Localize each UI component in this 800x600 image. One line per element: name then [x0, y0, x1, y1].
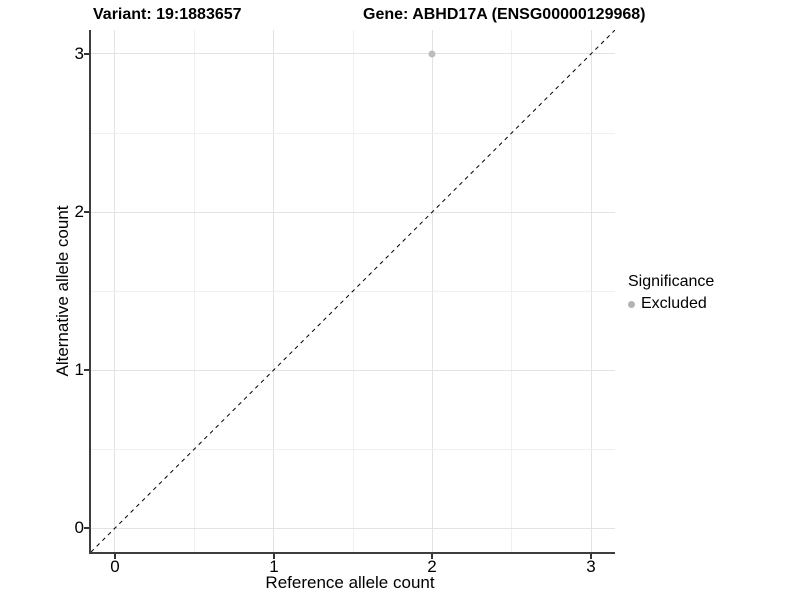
y-tick-3 [84, 53, 89, 55]
x-axis-title: Reference allele count [265, 573, 435, 592]
x-tick-3 [590, 554, 592, 559]
gridline-y-2_5 [91, 133, 615, 134]
data-point-excluded [428, 50, 436, 58]
gridline-y-0_5 [91, 449, 615, 450]
gridline-y-2 [91, 212, 615, 213]
x-tick-2 [431, 554, 433, 559]
legend-point-icon [628, 300, 635, 308]
y-tick-1 [84, 369, 89, 371]
x-tick-0 [114, 554, 116, 559]
y-tick-2 [84, 211, 89, 213]
plot-title-gene: Gene: ABHD17A (ENSG00000129968) [363, 6, 646, 23]
x-tick-1 [273, 554, 275, 559]
plot-panel [89, 30, 615, 554]
y-tick-0 [84, 527, 89, 529]
y-tick-label-0: 0 [74, 518, 84, 537]
y-tick-label-2: 2 [74, 202, 84, 221]
gridline-y-0 [91, 528, 615, 529]
legend-item-excluded: Excluded [628, 294, 714, 314]
gridline-y-1 [91, 370, 615, 371]
y-axis-title: Alternative allele count [53, 205, 72, 377]
y-tick-label-1: 1 [74, 360, 84, 379]
plot-title-variant: Variant: 19:1883657 [93, 6, 242, 23]
x-tick-label-0: 0 [110, 557, 120, 576]
gridline-y-3 [91, 53, 615, 54]
legend: Significance Excluded [628, 273, 714, 314]
y-tick-label-3: 3 [74, 44, 84, 63]
legend-title: Significance [628, 273, 715, 290]
x-tick-label-2: 2 [427, 557, 437, 576]
legend-item-label: Excluded [641, 295, 707, 312]
x-tick-label-1: 1 [269, 557, 279, 576]
identity-dashed-line [91, 30, 615, 552]
x-tick-label-3: 3 [586, 557, 596, 576]
